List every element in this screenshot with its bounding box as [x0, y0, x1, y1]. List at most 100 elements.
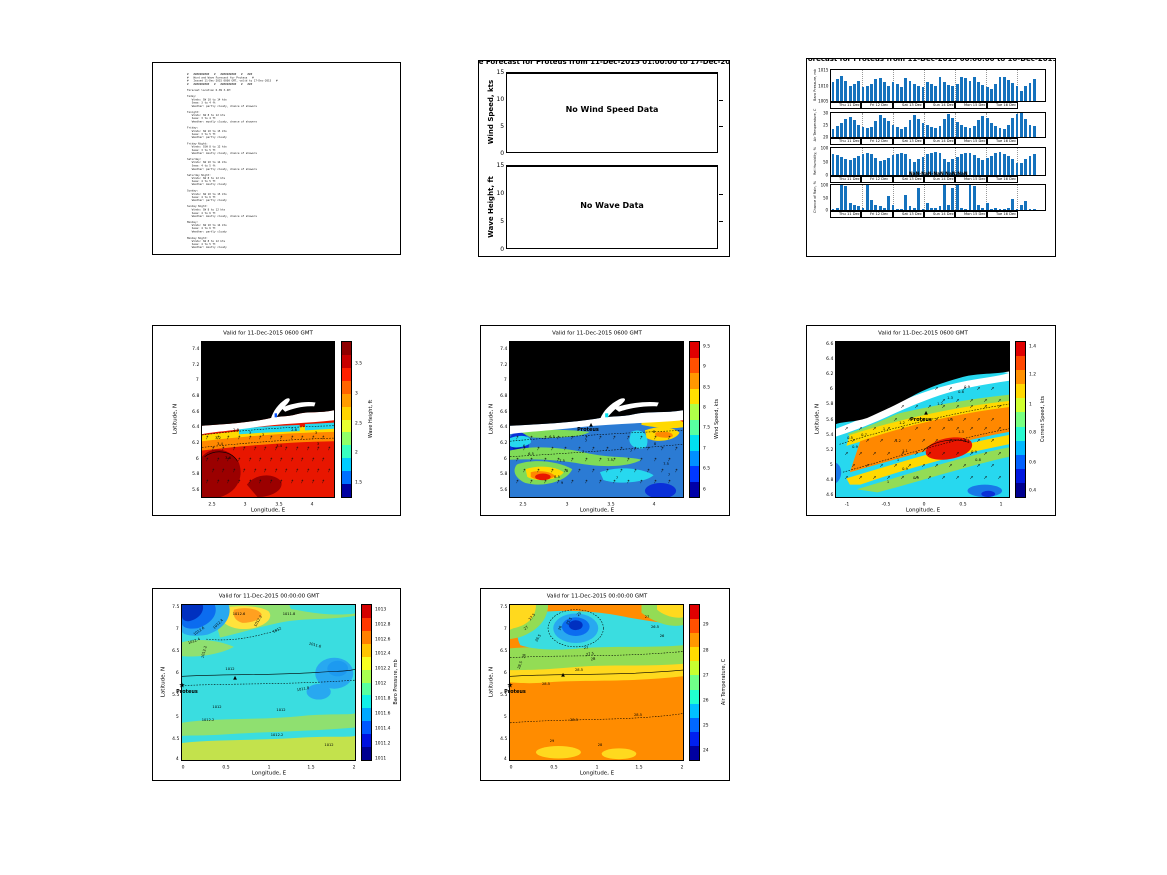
day-label-cell: Sat 13 Dec: [892, 138, 924, 145]
bar: [985, 158, 989, 175]
contour-label: 1012: [276, 708, 286, 713]
bar: [955, 83, 959, 101]
bar: [942, 82, 946, 101]
colorbar: [689, 341, 700, 498]
quiver-arrow-icon: ↑: [891, 415, 899, 423]
quiver-arrow-icon: ↑: [967, 474, 975, 482]
contour-label: 26: [557, 625, 563, 632]
bar: [981, 207, 985, 210]
bar: [891, 155, 895, 175]
day-gridline: [986, 70, 988, 101]
quiver-arrow-icon: ↑: [940, 425, 947, 433]
bar: [998, 76, 1002, 101]
tick-label: 7.5: [499, 604, 507, 610]
quiver-arrow-icon: ↑: [590, 467, 597, 474]
quiver-arrow-icon: ↑: [521, 467, 527, 474]
bar: [985, 86, 989, 101]
bar: [964, 208, 968, 210]
tick-label: 1011.4: [375, 725, 391, 731]
day-label-cell: Mon 15 Dec: [955, 211, 987, 218]
quiver-arrow-icon: ↑: [304, 467, 311, 474]
bar: [861, 127, 865, 137]
bar: [895, 153, 899, 175]
quiver-arrow-icon: ↑: [877, 437, 885, 445]
colorbar: [341, 341, 352, 498]
wind-speed-axes: No Wind Speed Data: [506, 72, 723, 153]
pressure-map-overlay: 1012.6 1012.2 1012.4 1012.6 1012.4 1012.2 1011…: [182, 605, 355, 760]
day-gridline: [862, 185, 864, 210]
station-label: Proteus: [504, 689, 526, 695]
y-axis-label: Latitude, N: [159, 666, 167, 698]
forecast-line: Winds: SW 8 to 12 kts: [187, 113, 226, 117]
colorbar-segment: [690, 466, 699, 482]
tick-label: 1015: [817, 67, 828, 72]
contour-label: 1012.2: [201, 717, 215, 722]
tick-label: 6.6: [499, 409, 507, 415]
quiver-arrow-icon: ↑: [310, 434, 316, 442]
quiver-arrow-icon: ↑: [590, 445, 597, 452]
tick-label: 27: [703, 672, 709, 678]
bar: [951, 86, 955, 101]
quiver-arrow-icon: ↑: [320, 456, 327, 463]
tick-label: 7: [196, 377, 199, 383]
bar: [874, 205, 878, 210]
bar: [1024, 119, 1028, 137]
bar: [934, 85, 938, 101]
tick-label: 5.4: [825, 432, 833, 438]
tick-label: 6.4: [191, 424, 199, 430]
quiver-arrow-icon: ↑: [850, 437, 857, 445]
station-label: Proteus: [176, 689, 198, 695]
tick-label: 7.2: [191, 362, 199, 368]
day-labels-row: Thu 11 Dec Fri 12 Dec Sat 13 Dec Sun 14 Dec…: [830, 211, 1046, 218]
tick-label: 3.5: [355, 360, 363, 366]
quiver-arrow-icon: ↑: [204, 434, 211, 442]
forecast-line: Seas: 3 to 5 ft: [187, 148, 216, 152]
tick-label: 0: [500, 149, 504, 157]
bar: [853, 83, 856, 101]
tick-label: 1: [1029, 401, 1032, 407]
quiver-arrow-icon: ↑: [289, 477, 295, 485]
bar: [921, 122, 925, 137]
quiver-arrow-icon: ↑: [220, 445, 226, 452]
tick-label: 3: [243, 502, 247, 507]
quiver-arrow-icon: ↑: [252, 467, 258, 474]
contour-label: 7.5: [662, 462, 669, 467]
quiver-arrow-icon: ↑: [521, 445, 527, 452]
bar: [947, 84, 950, 101]
quiver-arrow-icon: ↑: [912, 425, 920, 433]
bar: [977, 158, 980, 175]
contour-label: 1011.8: [282, 612, 296, 617]
contour-label: 26.5: [651, 624, 660, 629]
forecast-line: # ########## # ########## # ###: [187, 73, 253, 77]
quiver-arrow-icon: ↑: [666, 477, 673, 485]
quiver-arrow-icon: ↑: [953, 449, 961, 457]
contour-label: 1: [897, 457, 900, 462]
bar: [895, 126, 899, 137]
bar: [1032, 78, 1036, 101]
quiver-arrow-icon: ↑: [912, 449, 920, 457]
contour-label: 28.5: [569, 717, 579, 722]
quiver-arrow-icon: ↑: [638, 434, 645, 442]
current-map-overlay: 0.5 0.9 0.7 1 1.2 1.2 1.1 1 0.9 1.3 1.3 1.1 0.9 0.8 1.…: [836, 342, 1009, 497]
quiver-arrow-icon: ↑: [283, 445, 290, 452]
bar: [853, 120, 856, 137]
wind-speed-ylabel: Wind Speed, kts: [487, 79, 495, 145]
quiver-arrow-icon: ↑: [624, 477, 631, 485]
forecast-line: # ########## # ########## # ###: [187, 82, 253, 86]
bar: [853, 205, 856, 210]
quiver-arrow-icon: ↑: [843, 425, 850, 433]
bar: [887, 121, 891, 137]
bar: [840, 76, 843, 101]
quiver-arrow-icon: ↑: [555, 434, 562, 442]
quiver-arrow-icon: ↑: [995, 397, 1003, 405]
bar: [835, 207, 839, 210]
quiver-arrow-icon: ↑: [241, 467, 248, 474]
bar: [904, 195, 908, 210]
colorbar-segment: [690, 404, 699, 420]
colorbar-segment: [342, 484, 351, 498]
map-title: Valid for 11-Dec-2015 00:00:00 GMT: [546, 593, 648, 600]
bar: [1007, 207, 1010, 210]
tick-label: 6.8: [191, 393, 199, 399]
tick-label: 7.5: [171, 604, 179, 610]
day-gridline: [924, 70, 926, 101]
